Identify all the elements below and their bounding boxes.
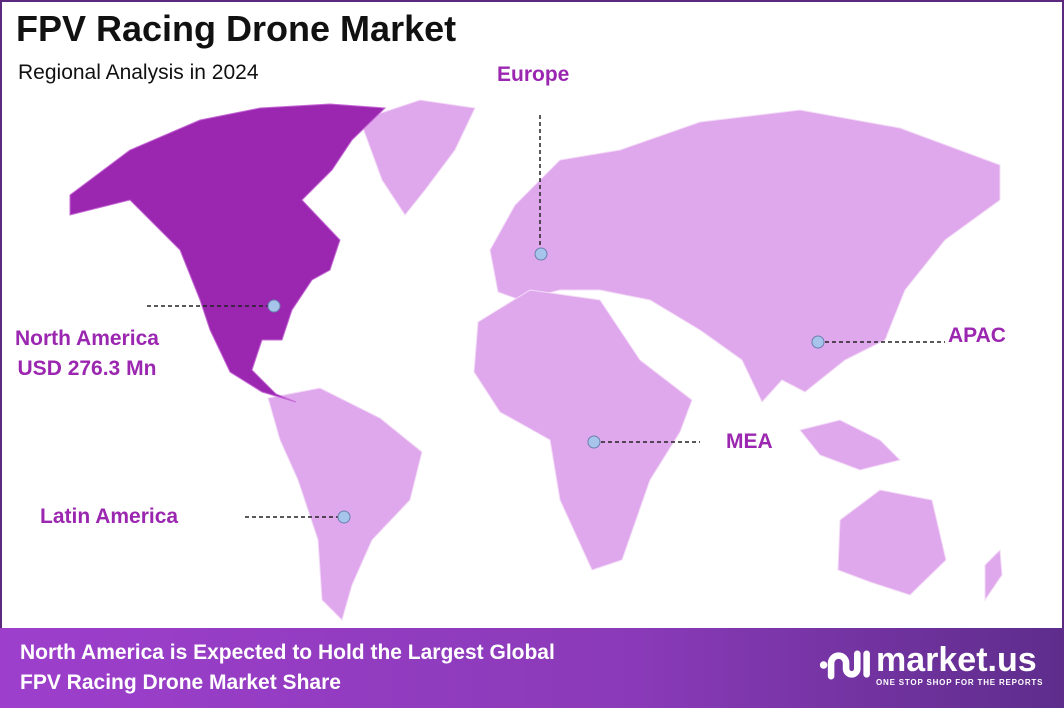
label-apac: APAC: [948, 324, 1006, 347]
logo-name: market.us: [876, 641, 1037, 679]
logo: market.us ONE STOP SHOP FOR THE REPORTS: [818, 642, 1043, 688]
footer-line-2: FPV Racing Drone Market Share: [20, 671, 341, 694]
region-north-america: [69, 103, 387, 403]
region-latin-america: [267, 387, 423, 621]
label-latin-america: Latin America: [40, 505, 179, 528]
marker-north-america: [267, 299, 281, 313]
world-map: [69, 99, 1003, 621]
marker-apac: [811, 335, 825, 349]
footer-text: North America is Expected to Hold the La…: [20, 638, 780, 698]
marker-latin-america: [337, 510, 351, 524]
page-subtitle: Regional Analysis in 2024: [18, 61, 259, 84]
footer-banner: North America is Expected to Hold the La…: [0, 628, 1064, 708]
label-mea: MEA: [726, 430, 773, 453]
marker-europe: [534, 247, 548, 261]
label-europe: Europe: [497, 63, 570, 86]
region-indonesia: [799, 419, 901, 471]
logo-mark-icon: [819, 650, 870, 680]
marker-mea: [587, 435, 601, 449]
label-north-america: North America USD 276.3 Mn: [15, 324, 159, 384]
region-europe-asia: [489, 109, 1001, 403]
logo-tagline: ONE STOP SHOP FOR THE REPORTS: [876, 678, 1044, 687]
region-australia: [837, 489, 947, 596]
region-greenland: [359, 99, 476, 216]
page-title: FPV Racing Drone Market: [16, 8, 457, 49]
region-new-zealand: [984, 548, 1003, 602]
region-value: USD 276.3 Mn: [17, 357, 157, 380]
region-name: North America: [15, 327, 159, 350]
region-africa: [473, 289, 693, 571]
footer-line-1: North America is Expected to Hold the La…: [20, 641, 555, 664]
